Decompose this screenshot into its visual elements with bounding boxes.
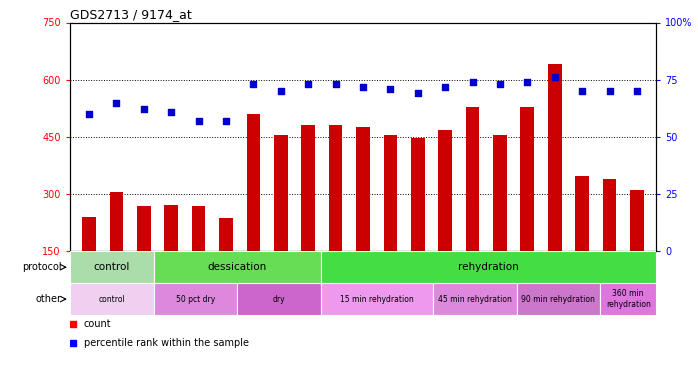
Text: 45 min rehydration: 45 min rehydration (438, 295, 512, 304)
Bar (154, 251, 321, 283)
Text: protocol: protocol (22, 262, 61, 272)
Text: count: count (84, 320, 112, 329)
Point (270, 246, 281, 252)
Text: control: control (98, 295, 125, 304)
Bar (110, 192, 124, 308)
Point (604, 88, 615, 94)
Text: dry: dry (273, 295, 285, 304)
Text: 360 min
rehydration: 360 min rehydration (606, 290, 651, 309)
Point (357, 84, 369, 90)
Text: percentile rank within the sample: percentile rank within the sample (84, 338, 248, 348)
Bar (137, 206, 151, 308)
Point (248, 81, 259, 87)
Bar (411, 138, 424, 308)
Point (221, 118, 232, 124)
Bar (521, 107, 534, 308)
Point (522, 79, 533, 85)
Point (165, 109, 177, 115)
Bar (154, 283, 237, 315)
Bar (70, 251, 154, 283)
Bar (219, 218, 233, 308)
Text: 90 min rehydration: 90 min rehydration (521, 295, 595, 304)
Point (330, 81, 341, 87)
Text: control: control (94, 262, 130, 272)
Point (467, 79, 478, 85)
Point (193, 118, 204, 124)
Point (83, 111, 94, 117)
Point (111, 100, 122, 106)
Bar (602, 179, 616, 308)
Text: GDS2713 / 9174_at: GDS2713 / 9174_at (70, 8, 191, 21)
Bar (383, 135, 397, 308)
Bar (70, 283, 154, 315)
Text: dessication: dessication (208, 262, 267, 272)
Bar (82, 217, 96, 308)
Bar (274, 135, 288, 308)
Point (577, 88, 588, 94)
Point (302, 81, 313, 87)
Point (385, 86, 396, 92)
Bar (600, 283, 656, 315)
Bar (321, 283, 433, 315)
Bar (237, 283, 321, 315)
Point (632, 88, 643, 94)
Bar (302, 125, 315, 308)
Point (549, 74, 560, 80)
Bar (438, 130, 452, 308)
Bar (466, 107, 480, 308)
Bar (329, 125, 343, 308)
Text: rehydration: rehydration (458, 262, 519, 272)
Bar (321, 251, 656, 283)
Bar (575, 176, 589, 308)
Bar (192, 206, 205, 308)
Point (494, 81, 505, 87)
Point (275, 88, 286, 94)
Bar (493, 135, 507, 308)
Bar (356, 128, 370, 308)
Point (440, 84, 451, 90)
Text: 50 pct dry: 50 pct dry (176, 295, 215, 304)
Text: 15 min rehydration: 15 min rehydration (340, 295, 414, 304)
Bar (517, 283, 600, 315)
Point (270, 75, 281, 81)
Point (413, 90, 424, 96)
Bar (433, 283, 517, 315)
Bar (630, 190, 644, 308)
Point (138, 106, 149, 112)
Bar (246, 114, 260, 308)
Bar (164, 205, 178, 308)
Text: other: other (36, 294, 61, 304)
Bar (548, 64, 562, 308)
